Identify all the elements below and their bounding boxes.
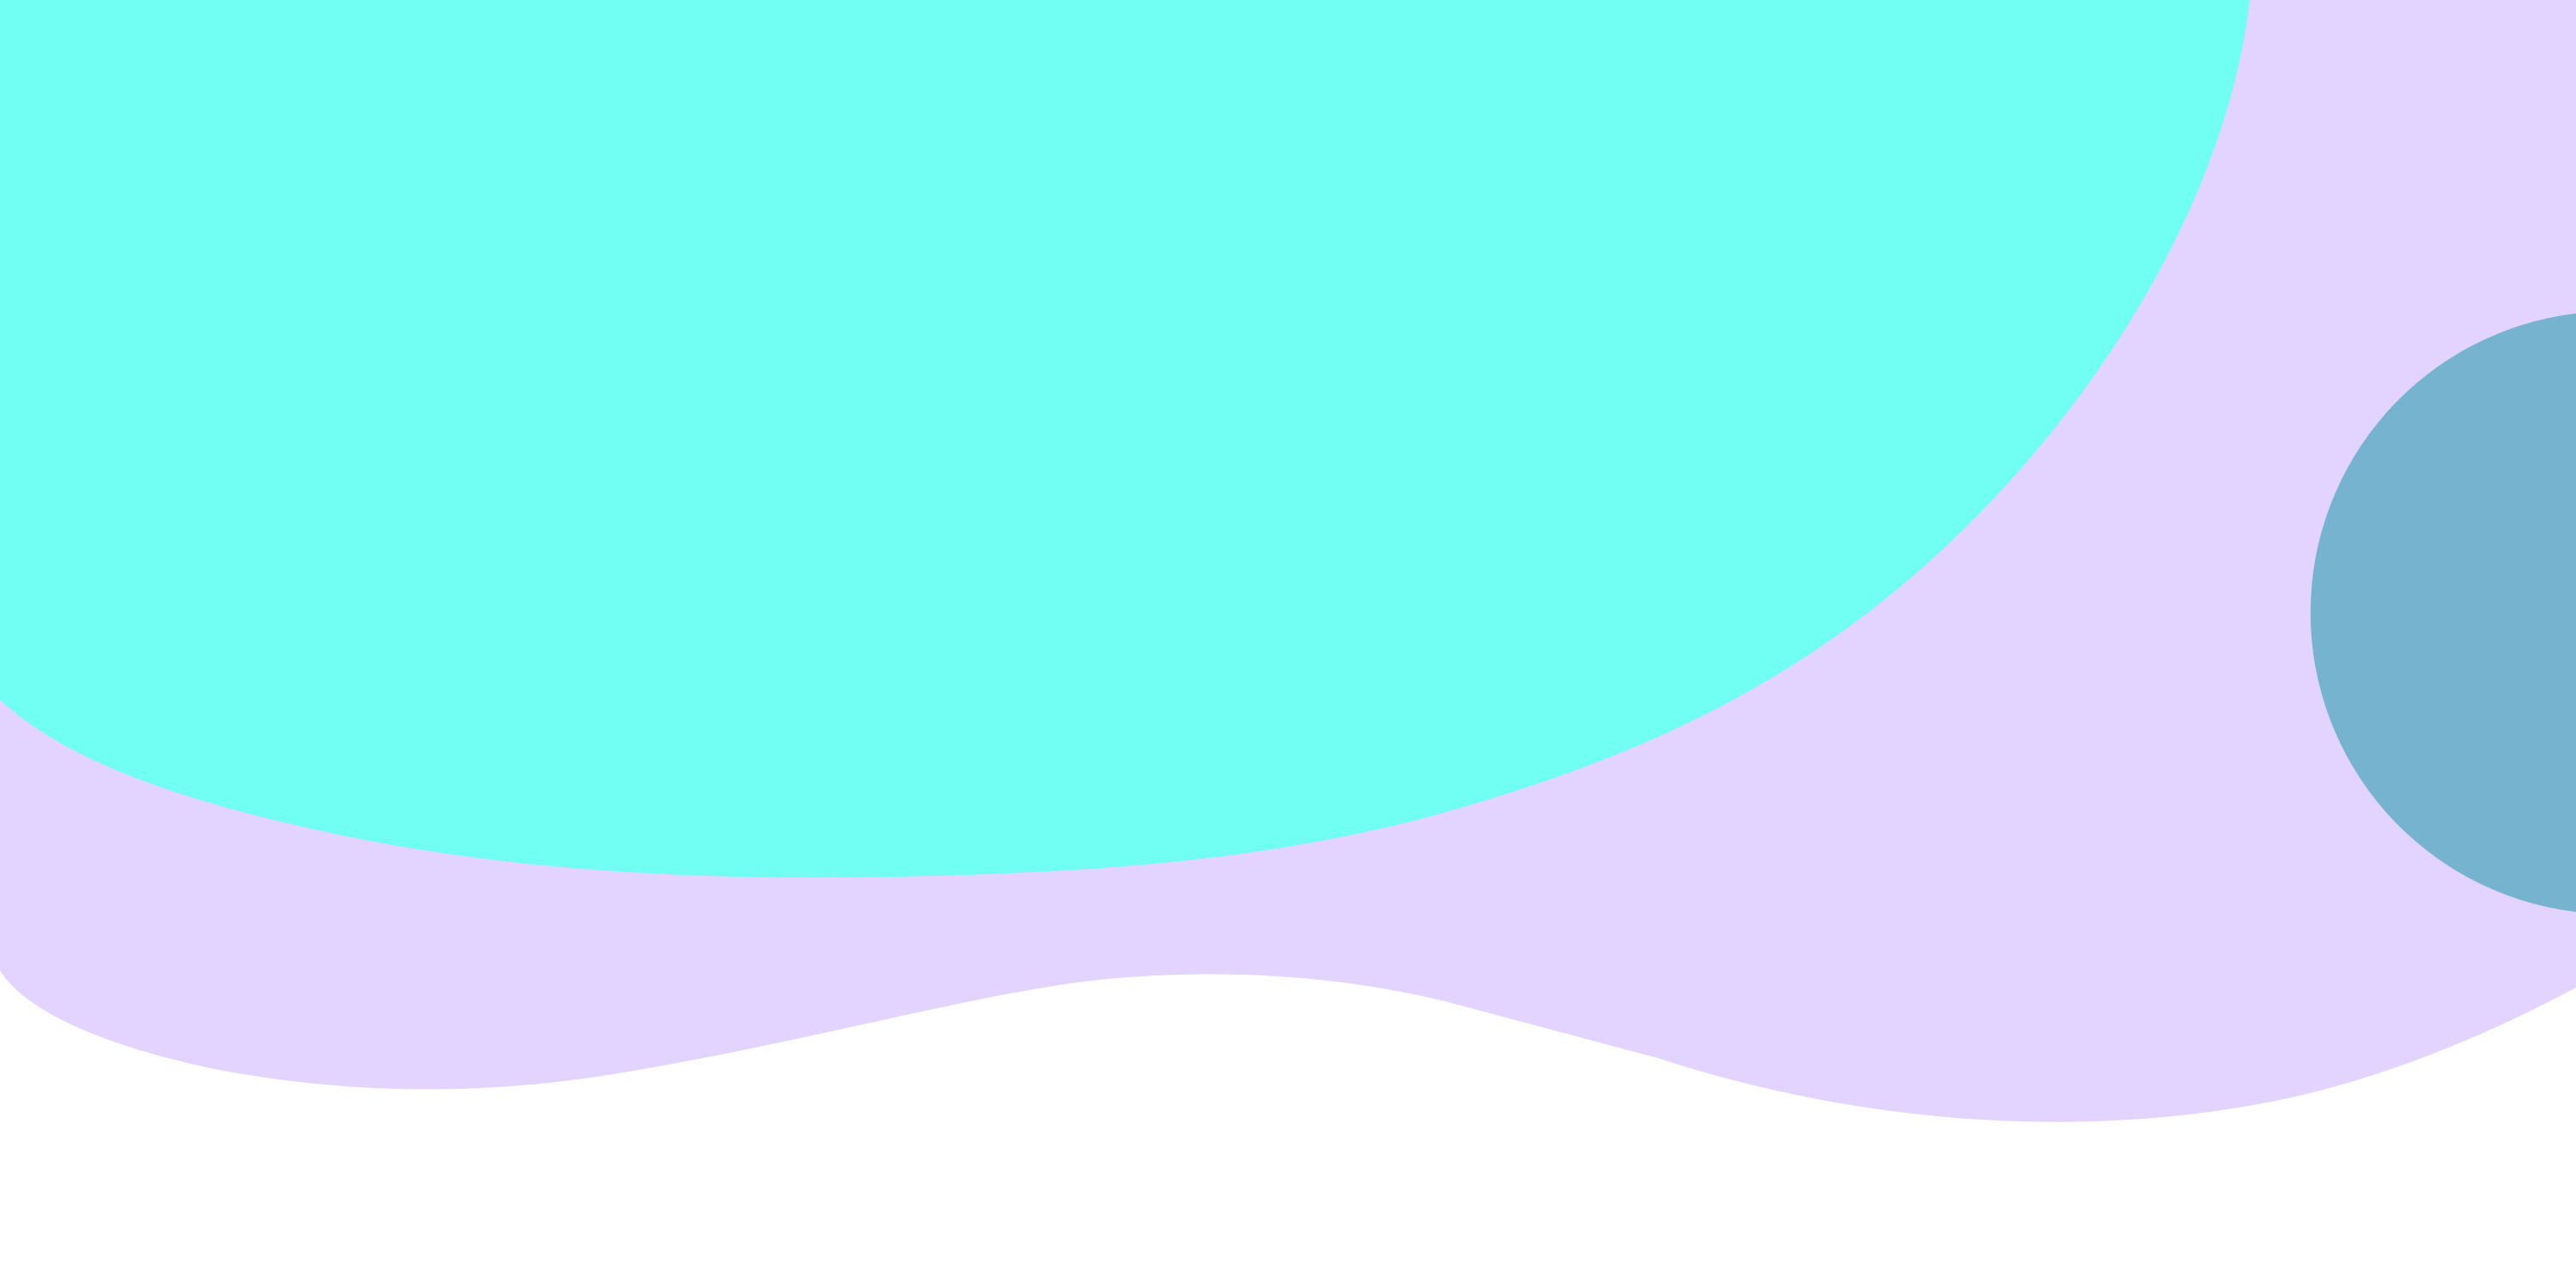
teal-circle — [2310, 313, 2576, 912]
cyan-blob — [0, 0, 2250, 878]
